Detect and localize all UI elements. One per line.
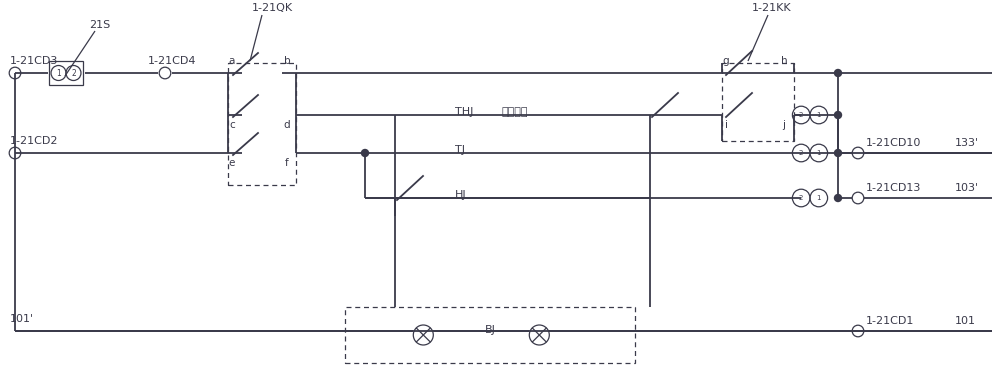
Bar: [228, 63, 296, 185]
Text: i: i: [724, 120, 728, 130]
Text: b: b: [284, 56, 290, 66]
Text: HJ: HJ: [455, 190, 467, 200]
Text: h: h: [781, 56, 787, 66]
Text: c: c: [229, 120, 235, 130]
Text: 1: 1: [817, 112, 821, 118]
Text: f: f: [285, 158, 289, 168]
Text: BJ: BJ: [485, 325, 495, 335]
Text: 1-21CD3: 1-21CD3: [10, 56, 58, 66]
Text: 1-21CD13: 1-21CD13: [866, 183, 921, 193]
Bar: [49, 61, 83, 85]
Text: 1: 1: [817, 195, 821, 201]
Circle shape: [834, 111, 842, 118]
Text: 103': 103': [955, 183, 979, 193]
Text: 133': 133': [955, 138, 979, 148]
Text: g: g: [723, 56, 729, 66]
Text: a: a: [229, 56, 235, 66]
Text: 测控装置: 测控装置: [502, 107, 528, 117]
Text: 1-21CD4: 1-21CD4: [148, 56, 196, 66]
Text: e: e: [229, 158, 235, 168]
Text: 101: 101: [955, 316, 976, 326]
Bar: [722, 63, 794, 141]
Text: 1-21KK: 1-21KK: [752, 3, 792, 13]
Circle shape: [834, 149, 842, 157]
Text: 1: 1: [817, 150, 821, 156]
Text: 1-21CD2: 1-21CD2: [10, 136, 58, 146]
Text: THJ: THJ: [455, 107, 473, 117]
Text: 2: 2: [799, 112, 803, 118]
Text: 2: 2: [799, 195, 803, 201]
Circle shape: [362, 149, 368, 157]
Text: 1: 1: [56, 69, 61, 77]
Text: 101': 101': [10, 314, 34, 324]
Text: 2: 2: [799, 150, 803, 156]
Text: 21S: 21S: [89, 20, 111, 30]
Bar: [345, 307, 635, 363]
Text: 2: 2: [71, 69, 76, 77]
Text: 1-21CD10: 1-21CD10: [866, 138, 921, 148]
Text: 1-21CD1: 1-21CD1: [866, 316, 914, 326]
Text: 1-21QK: 1-21QK: [251, 3, 293, 13]
Text: TJ: TJ: [455, 145, 465, 155]
Text: d: d: [284, 120, 290, 130]
Text: j: j: [782, 120, 786, 130]
Circle shape: [834, 195, 842, 201]
Circle shape: [834, 69, 842, 77]
